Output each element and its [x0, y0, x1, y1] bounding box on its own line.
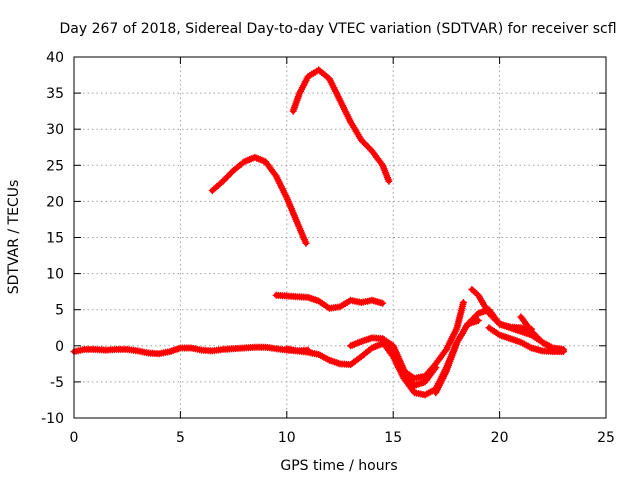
x-axis-label: GPS time / hours [280, 458, 397, 474]
data-point [385, 177, 393, 185]
ticks: 0 5 10 15 20 25 -10 -5 0 5 10 15 20 25 30 35 40 [41, 50, 615, 446]
data-point [302, 239, 310, 247]
y-tick-label: 35 [46, 86, 64, 102]
y-tick-label: 10 [46, 267, 64, 283]
chart-title: Day 267 of 2018, Sidereal Day-to-day VTE… [59, 21, 616, 37]
y-tick-label: 5 [55, 303, 64, 319]
x-tick-label: 5 [176, 430, 185, 446]
x-tick-label: 10 [278, 430, 296, 446]
x-tick-label: 15 [384, 430, 402, 446]
y-tick-label: 40 [46, 50, 64, 66]
series-arc-5 [400, 299, 467, 382]
data-point [459, 299, 467, 306]
series-arc-2 [283, 340, 397, 369]
data-point [379, 299, 387, 307]
data-layer [70, 66, 567, 399]
series-arc-11 [289, 66, 393, 185]
x-tick-label: 0 [70, 430, 79, 446]
series-arc-9 [517, 313, 567, 353]
y-tick-label: 15 [46, 231, 64, 247]
y-tick-label: 30 [46, 122, 64, 138]
y-tick-label: 25 [46, 158, 64, 174]
data-point [559, 345, 567, 353]
data-point [474, 317, 482, 324]
series-arc-10 [208, 153, 310, 247]
x-tick-label: 20 [491, 430, 509, 446]
series-arc-12 [272, 291, 387, 312]
y-tick-label: -5 [50, 375, 64, 391]
series-arc-3 [347, 334, 440, 389]
x-tick-label: 25 [597, 430, 615, 446]
y-tick-label: 0 [55, 339, 64, 355]
y-tick-label: 20 [46, 194, 64, 210]
y-axis-label: SDTVAR / TECUs [6, 180, 22, 295]
y-tick-label: -10 [41, 411, 64, 427]
